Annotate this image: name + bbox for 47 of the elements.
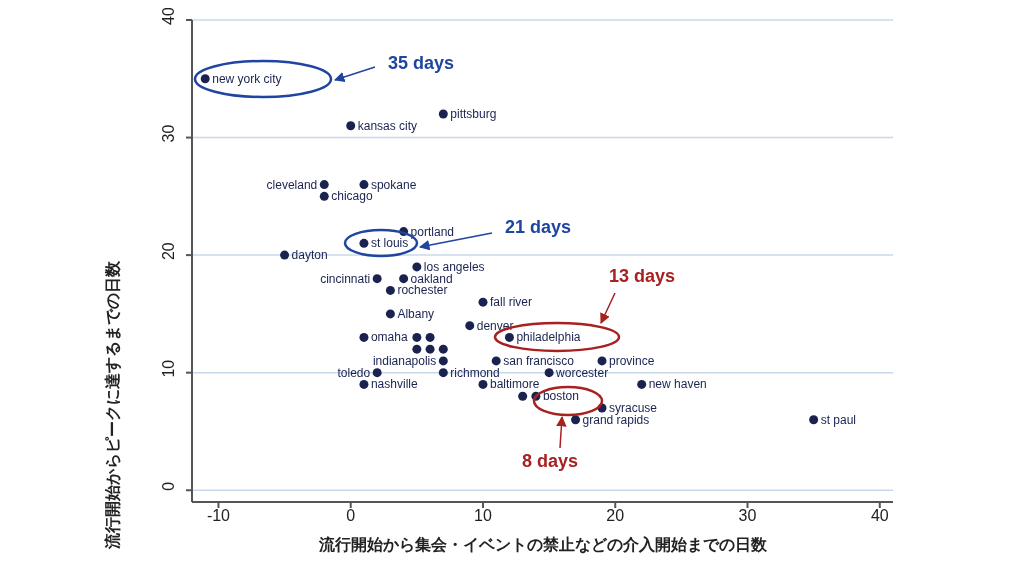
x-tick-label: 20 [606,507,625,525]
data-label: fall river [489,295,532,310]
y-tick-label: 40 [160,7,177,25]
data-label: worcester [555,365,609,380]
x-tick-label: 30 [738,507,757,525]
y-tick-label: 30 [160,124,177,143]
y-tick-label: 0 [160,481,177,491]
data-label: chicago [331,189,373,204]
data-label: indianapolis [372,353,437,368]
data-label: province [609,353,655,368]
data-label: Albany [397,306,435,321]
data-label: toledo [337,365,371,380]
annotation: 21 days [504,217,572,237]
x-axis-title: 流行開始から集会・イベントの禁止などの介入開始までの日数 [317,535,768,554]
data-label: new york city [212,71,282,86]
data-label: st louis [370,236,409,251]
data-label: philadelphia [516,330,581,345]
data-label: kansas city [357,118,418,133]
x-tick-label: 40 [870,507,889,525]
data-label: los angeles [423,259,485,274]
data-label: san francisco [503,353,575,368]
data-label: new haven [648,377,707,392]
data-label: omaha [370,330,408,345]
data-label: st paul [820,412,856,427]
annotation: 35 days [387,53,455,73]
data-label: syracuse [609,400,658,415]
x-tick-label: -10 [206,507,231,525]
data-label: cincinnati [320,271,371,286]
data-label: richmond [450,365,500,380]
y-axis-title: 流行開始からピークに達するまでの日数 [102,260,122,550]
data-label: portland [410,224,454,239]
annotation: 8 days [521,451,579,471]
data-label: spokane [370,177,417,192]
data-label: cleveland [266,177,318,192]
data-label: nashville [370,377,418,392]
data-label: dayton [291,248,328,263]
data-label: boston [542,389,579,404]
data-label: pittsburg [450,107,497,122]
y-tick-label: 20 [160,242,177,261]
y-tick-label: 10 [160,359,177,378]
data-label: baltimore [489,377,540,392]
x-tick-label: 0 [346,507,356,525]
data-label: oakland [410,271,453,286]
x-tick-label: 10 [474,507,492,525]
data-label: denver [476,318,514,333]
annotation: 13 days [608,266,676,286]
data-label: rochester [397,283,448,298]
